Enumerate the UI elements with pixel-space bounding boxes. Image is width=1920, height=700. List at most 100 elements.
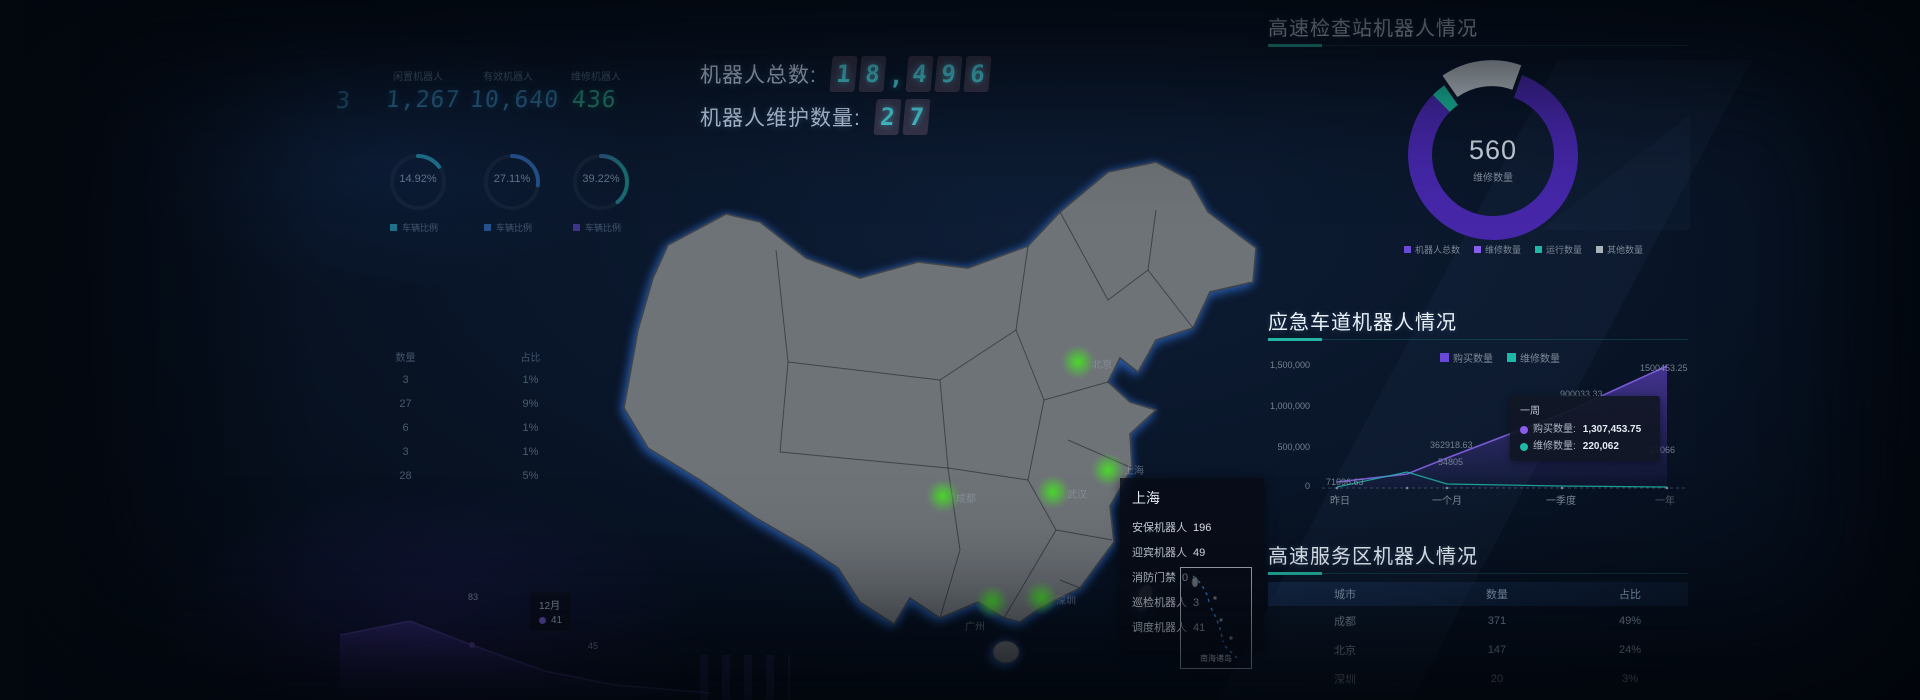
- checkpoint-donut-chart[interactable]: [1398, 60, 1588, 250]
- x-axis-label: 一个月: [1432, 496, 1462, 507]
- legend-label: 维修数量: [1485, 245, 1522, 255]
- title-underline: [1322, 573, 1688, 574]
- map-city-dot-chengdu[interactable]: [926, 479, 960, 513]
- point-label: 1500453.25: [1640, 363, 1688, 373]
- legend-item[interactable]: 维修数量: [1474, 243, 1521, 256]
- gauge-legend-3[interactable]: 车辆比例: [573, 221, 621, 234]
- tooltip-row-value: 0: [1182, 572, 1189, 584]
- map-city-dot-shanghai[interactable]: [1091, 453, 1125, 487]
- mini-chart-tooltip: 12月 41: [530, 592, 572, 631]
- table-row[interactable]: 成都 371 49%: [1268, 606, 1688, 635]
- china-outline: [623, 161, 1257, 626]
- checkpoint-legend: 机器人总数 维修数量 运行数量 其他数量: [1404, 243, 1643, 256]
- x-axis-label: 一年: [1655, 496, 1675, 507]
- legend-item[interactable]: 其他数量: [1596, 243, 1643, 256]
- total-robots-label: 机器人总数:: [700, 64, 817, 87]
- cell-count: 20: [1490, 672, 1504, 685]
- legend-swatch-blue: [484, 224, 491, 231]
- gauge-1-value: 14.92%: [399, 173, 437, 185]
- map-city-dot-shenzhen[interactable]: [1024, 581, 1058, 615]
- cell-pct: 3%: [1622, 672, 1638, 685]
- map-tooltip: 上海 安保机器人 196 迎宾机器人 49 消防门禁 0 巡检机器人 3 调度机器人 41: [1120, 478, 1264, 651]
- tooltip-row-value: 41: [1193, 622, 1206, 634]
- stat-value-repair: 436: [570, 87, 618, 113]
- gauge-3: 39.22%: [566, 147, 636, 217]
- donut-value: 560: [1468, 135, 1518, 165]
- tooltip-row-label: 消防门禁: [1132, 572, 1176, 584]
- title-underline: [1322, 45, 1688, 46]
- title-underline-highlight: [1268, 44, 1322, 47]
- row-count: 27: [399, 398, 412, 410]
- col-header-city: 城市: [1334, 589, 1356, 601]
- map-tooltip-row: 迎宾机器人 49: [1132, 541, 1252, 566]
- table-row[interactable]: 北京 147 24%: [1268, 635, 1688, 664]
- map-tooltip-row: 消防门禁 0: [1132, 566, 1252, 591]
- tooltip-row-value: 220,062: [1582, 441, 1619, 452]
- tooltip-row-value: 49: [1193, 547, 1206, 559]
- map-city-label: 成都: [956, 494, 976, 505]
- tooltip-row-value: 3: [1193, 597, 1200, 609]
- legend-item[interactable]: 运行数量: [1535, 243, 1582, 256]
- legend-swatch: [1404, 246, 1411, 253]
- row-pct: 1%: [522, 374, 539, 386]
- donut-label: 维修数量: [1473, 173, 1513, 184]
- legend-item[interactable]: 购买数量: [1440, 350, 1493, 365]
- table-row[interactable]: 西安 1 1%: [1268, 693, 1688, 700]
- cell-city: 北京: [1334, 644, 1356, 657]
- row-pct: 9%: [522, 398, 539, 410]
- map-city-dot-guangzhou[interactable]: [975, 585, 1009, 619]
- cell-pct: 49%: [1618, 614, 1642, 627]
- gauge-legend-1[interactable]: 车辆比例: [390, 221, 438, 234]
- legend-swatch: [1596, 246, 1604, 253]
- legend-swatch: [1507, 353, 1516, 362]
- col-header-count: 数量: [1486, 589, 1508, 601]
- tooltip-row-label: 安保机器人: [1132, 522, 1187, 534]
- cell-count: 147: [1487, 643, 1507, 656]
- service-table: 城市 数量 占比 成都 371 49% 北京 147 24% 深圳 20 3% …: [1268, 582, 1688, 700]
- tooltip-row-value: 196: [1193, 522, 1212, 534]
- map-tooltip-row: 调度机器人 41: [1132, 616, 1252, 641]
- tooltip-row: 购买数量: 1,307,453.75: [1520, 421, 1650, 438]
- table-row: 27 9%: [343, 392, 593, 416]
- gauge-legend-2[interactable]: 车辆比例: [484, 221, 532, 234]
- left-table-header: 数量 占比: [343, 344, 593, 368]
- gauge-2-arc: [484, 154, 540, 210]
- map-tooltip-row: 安保机器人 196: [1132, 516, 1252, 541]
- legend-item[interactable]: 维修数量: [1507, 350, 1560, 365]
- cell-pct: 24%: [1618, 643, 1642, 656]
- tooltip-row-label: 购买数量:: [1533, 424, 1576, 435]
- point-label: 362918.63: [1430, 440, 1473, 450]
- legend-label: 维修数量: [1520, 354, 1560, 365]
- map-tooltip-row: 巡检机器人 3: [1132, 591, 1252, 616]
- emergency-legend: 购买数量 维修数量: [1440, 350, 1560, 365]
- tooltip-row-label: 维修数量:: [1533, 441, 1576, 452]
- purple-dot-icon: [539, 617, 546, 624]
- mini-area-chart: [340, 620, 710, 700]
- legend-item[interactable]: 机器人总数: [1404, 243, 1460, 256]
- table-row: 3 1%: [343, 440, 593, 464]
- emergency-tooltip-title: 一周: [1520, 406, 1540, 417]
- map-city-dot-wuhan[interactable]: [1036, 475, 1070, 509]
- maintain-robots-label: 机器人维护数量:: [700, 107, 861, 130]
- stat-label-active: 有效机器人: [483, 72, 533, 83]
- x-axis-label: 一季度: [1546, 496, 1576, 507]
- point-label: 27066: [1650, 445, 1676, 455]
- title-underline-highlight: [1268, 338, 1322, 341]
- decor-bars: [700, 655, 790, 700]
- title-underline-highlight: [1268, 572, 1322, 575]
- map-city-dot-beijing[interactable]: [1061, 345, 1095, 379]
- row-pct: 1%: [522, 446, 539, 458]
- map-city-label: 深圳: [1056, 596, 1076, 607]
- gauge-legend-3-label: 车辆比例: [585, 223, 622, 233]
- map-city-label: 北京: [1092, 360, 1112, 371]
- panel-title-emergency: 应急车道机器人情况: [1268, 312, 1457, 334]
- x-axis-label: 昨日: [1330, 496, 1350, 507]
- table-row[interactable]: 深圳 20 3%: [1268, 664, 1688, 693]
- legend-label: 机器人总数: [1415, 245, 1461, 255]
- legend-swatch-purple: [573, 224, 580, 231]
- tooltip-row-label: 调度机器人: [1132, 622, 1187, 634]
- mini-tooltip-value: 41: [551, 615, 563, 626]
